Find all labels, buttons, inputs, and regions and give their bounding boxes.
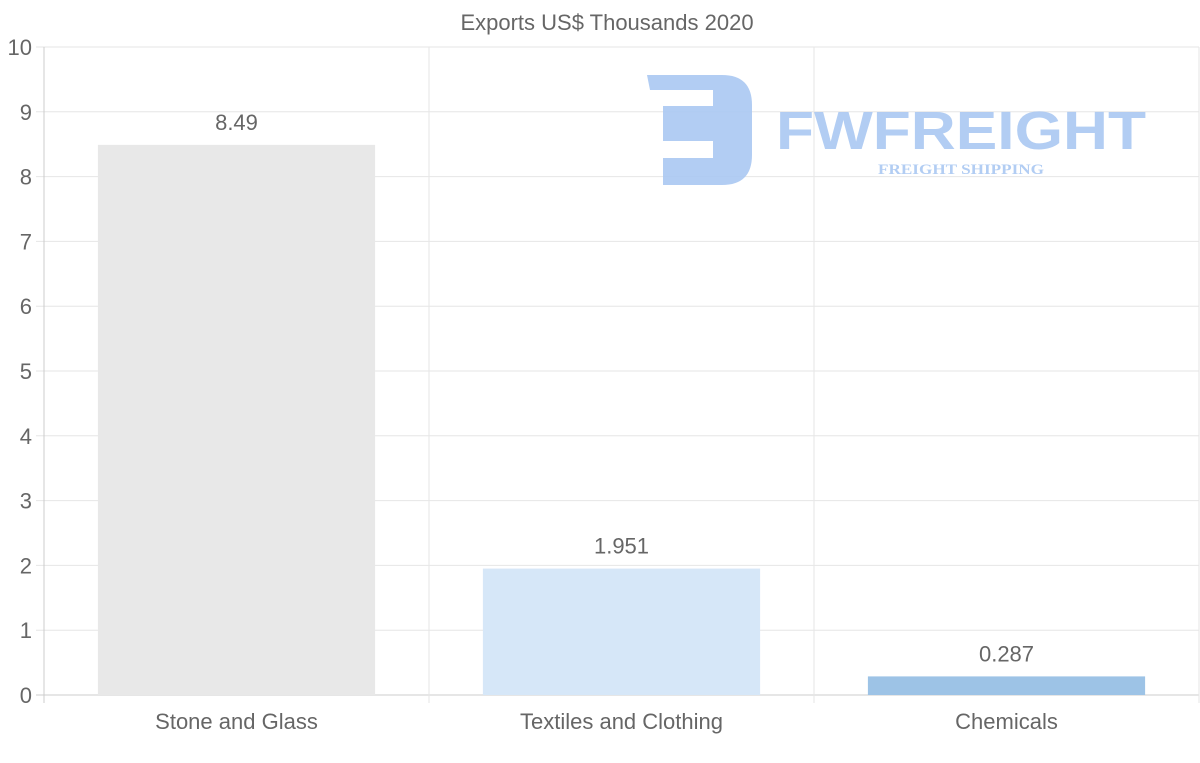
y-tick-label: 4 [20,424,32,449]
bar [867,676,1146,695]
bar [97,144,376,695]
y-tick-label: 8 [20,165,32,190]
y-tick-label: 6 [20,294,32,319]
y-tick-label: 0 [20,683,32,708]
x-tick-label: Textiles and Clothing [520,709,723,734]
data-label: 8.49 [215,110,258,135]
labels: 0 1 2 3 4 5 6 7 8 9 10 8.49 Stone and Glass 1.951 Text… [8,35,1058,734]
bar [482,568,761,695]
y-tick-label: 7 [20,229,32,254]
watermark-brand: FWFREIGHT [776,101,1146,161]
watermark-logo: FWFREIGHT FREIGHT SHIPPING [647,75,1146,185]
watermark-tagline: FREIGHT SHIPPING [878,162,1044,178]
y-tick-label: 9 [20,100,32,125]
bars [97,144,1146,695]
y-tick-label: 1 [20,618,32,643]
chart-title: Exports US$ Thousands 2020 [460,10,753,35]
y-tick-label: 10 [8,35,32,60]
data-label: 0.287 [979,641,1034,666]
y-tick-label: 2 [20,553,32,578]
y-tick-label: 3 [20,489,32,514]
x-tick-label: Chemicals [955,709,1058,734]
y-tick-label: 5 [20,359,32,384]
x-tick-label: Stone and Glass [155,709,318,734]
data-label: 1.951 [594,534,649,559]
logo-mark-icon [647,75,752,185]
